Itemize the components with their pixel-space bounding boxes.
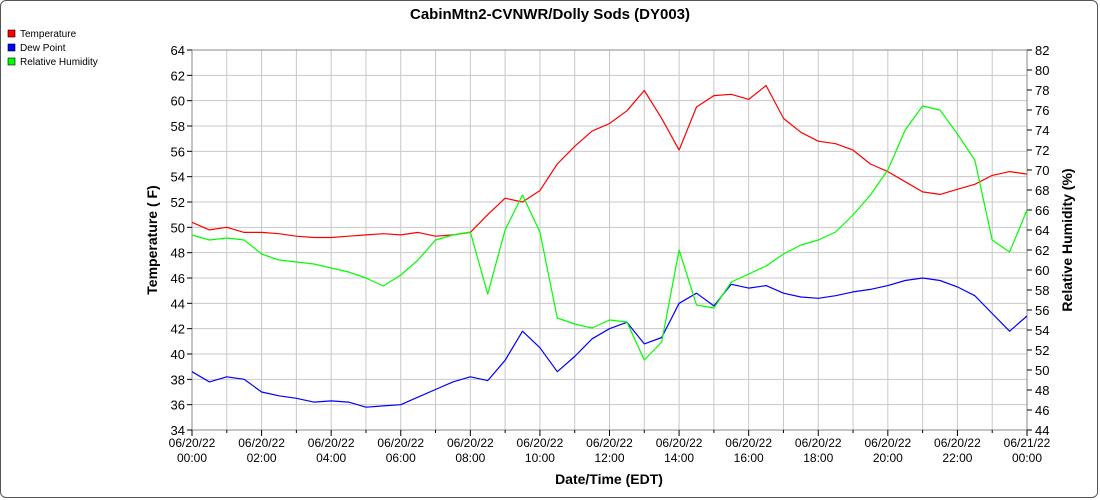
x-tick-time: 22:00 [942, 451, 972, 465]
right-tick-label: 44 [1035, 423, 1049, 438]
legend-label-temperature: Temperature [20, 29, 77, 40]
right-tick-label: 62 [1035, 243, 1049, 258]
x-tick-date: 06/20/22 [308, 436, 355, 450]
left-tick-label: 36 [171, 398, 185, 413]
left-tick-label: 64 [171, 43, 185, 58]
legend: Temperature Dew Point Relative Humidity [7, 29, 98, 68]
series-line-dew-point [191, 277, 1028, 408]
left-tick-label: 50 [171, 220, 185, 235]
series-line-temperature [191, 84, 1028, 239]
right-tick-label: 66 [1035, 203, 1049, 218]
left-tick-label: 44 [171, 296, 185, 311]
left-tick-label: 56 [171, 144, 185, 159]
right-tick-label: 82 [1035, 43, 1049, 58]
legend-item-temperature: Temperature [7, 29, 77, 40]
x-tick-date: 06/21/22 [1004, 436, 1051, 450]
legend-swatch-temperature [7, 29, 16, 38]
series-lines [191, 84, 1028, 408]
left-tick-label: 38 [171, 372, 185, 387]
x-tick-date: 06/20/22 [934, 436, 981, 450]
x-tick-date: 06/20/22 [447, 436, 494, 450]
x-tick-date: 06/20/22 [864, 436, 911, 450]
left-tick-label: 34 [171, 423, 185, 438]
x-axis-ticks: 06/20/2200:0006/20/2202:0006/20/2204:000… [169, 430, 1051, 465]
left-tick-label: 58 [171, 119, 185, 134]
x-tick-time: 04:00 [316, 451, 346, 465]
left-tick-label: 52 [171, 195, 185, 210]
right-tick-label: 54 [1035, 323, 1049, 338]
right-tick-label: 80 [1035, 63, 1049, 78]
left-tick-label: 54 [171, 170, 185, 185]
left-tick-label: 60 [171, 94, 185, 109]
x-tick-time: 18:00 [803, 451, 833, 465]
x-tick-time: 00:00 [1012, 451, 1042, 465]
x-tick-date: 06/20/22 [586, 436, 633, 450]
right-tick-label: 76 [1035, 103, 1049, 118]
x-tick-time: 16:00 [734, 451, 764, 465]
right-tick-label: 78 [1035, 83, 1049, 98]
right-tick-label: 68 [1035, 183, 1049, 198]
right-tick-label: 64 [1035, 223, 1049, 238]
left-tick-label: 40 [171, 347, 185, 362]
legend-item-relative-humidity: Relative Humidity [7, 57, 98, 68]
x-tick-time: 10:00 [525, 451, 555, 465]
left-tick-label: 62 [171, 68, 185, 83]
legend-swatch-relative-humidity [7, 57, 16, 66]
x-tick-time: 06:00 [386, 451, 416, 465]
x-tick-date: 06/20/22 [377, 436, 424, 450]
right-tick-label: 58 [1035, 283, 1049, 298]
right-tick-label: 48 [1035, 383, 1049, 398]
x-tick-date: 06/20/22 [725, 436, 772, 450]
legend-swatch-dew-point [7, 43, 16, 52]
legend-label-relative-humidity: Relative Humidity [20, 57, 98, 68]
right-tick-label: 52 [1035, 343, 1049, 358]
x-axis-label: Date/Time (EDT) [555, 471, 663, 487]
right-tick-label: 60 [1035, 263, 1049, 278]
x-tick-time: 02:00 [247, 451, 277, 465]
x-tick-date: 06/20/22 [169, 436, 216, 450]
x-tick-time: 12:00 [594, 451, 624, 465]
legend-label-dew-point: Dew Point [20, 43, 66, 54]
x-tick-time: 00:00 [177, 451, 207, 465]
chart-title: CabinMtn2-CVNWR/Dolly Sods (DY003) [410, 6, 690, 23]
left-tick-label: 48 [171, 246, 185, 261]
right-axis-label: Relative Humidity (%) [1059, 168, 1075, 311]
right-tick-label: 72 [1035, 143, 1049, 158]
x-tick-date: 06/20/22 [656, 436, 703, 450]
x-tick-time: 08:00 [455, 451, 485, 465]
left-axis-ticks: 34 36 38 40 42 44 46 48 50 52 54 56 58 60 62 64 [171, 43, 192, 438]
legend-item-dew-point: Dew Point [7, 43, 66, 54]
left-tick-label: 46 [171, 271, 185, 286]
x-tick-time: 20:00 [873, 451, 903, 465]
right-tick-label: 56 [1035, 303, 1049, 318]
x-tick-date: 06/20/22 [795, 436, 842, 450]
right-tick-label: 46 [1035, 403, 1049, 418]
right-axis-ticks: 44 46 48 50 52 54 56 58 60 62 64 66 68 70 72 74 76 78 80 82 [1027, 43, 1049, 438]
grid-lines [191, 49, 1028, 431]
series-line-relative-humidity [191, 105, 1028, 361]
left-axis-label: Temperature ( F) [144, 185, 160, 294]
x-tick-time: 14:00 [664, 451, 694, 465]
right-tick-label: 50 [1035, 363, 1049, 378]
right-tick-label: 70 [1035, 163, 1049, 178]
right-tick-label: 74 [1035, 123, 1049, 138]
x-tick-date: 06/20/22 [238, 436, 285, 450]
left-tick-label: 42 [171, 322, 185, 337]
x-tick-date: 06/20/22 [517, 436, 564, 450]
